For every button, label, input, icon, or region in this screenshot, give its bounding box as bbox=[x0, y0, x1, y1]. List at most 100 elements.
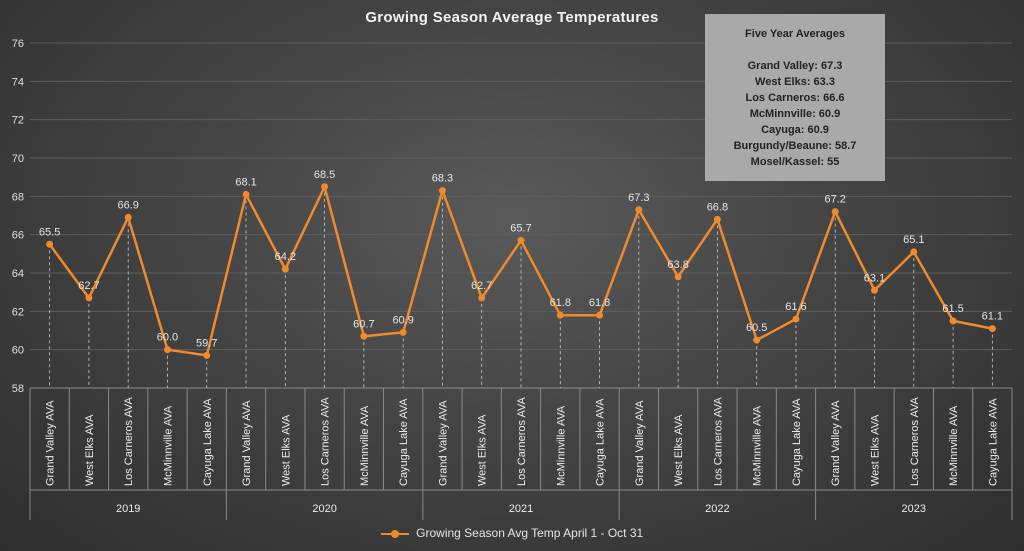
category-label: Grand Valley AVA bbox=[241, 400, 253, 486]
data-label: 61.1 bbox=[982, 311, 1003, 323]
data-point bbox=[988, 325, 996, 333]
data-label: 68.5 bbox=[314, 169, 335, 181]
data-label: 60.9 bbox=[392, 314, 413, 326]
average-line: Los Carneros: 66.6 bbox=[745, 92, 845, 104]
data-point bbox=[910, 248, 918, 256]
data-label: 67.3 bbox=[628, 192, 649, 204]
data-point bbox=[85, 294, 93, 302]
data-point bbox=[321, 183, 329, 191]
data-label: 61.6 bbox=[785, 301, 806, 313]
category-label: McMinnville AVA bbox=[752, 405, 764, 486]
data-label: 62.7 bbox=[471, 280, 492, 292]
category-label: McMinnville AVA bbox=[359, 405, 371, 486]
data-label: 66.9 bbox=[117, 199, 138, 211]
year-label: 2023 bbox=[902, 503, 926, 515]
y-tick-label: 60 bbox=[12, 345, 24, 357]
chart-title: Growing Season Average Temperatures bbox=[365, 9, 659, 26]
legend-label: Growing Season Avg Temp April 1 - Oct 31 bbox=[416, 526, 644, 540]
y-tick-label: 74 bbox=[12, 76, 24, 88]
category-label: Cayuga Lake AVA bbox=[202, 398, 214, 486]
category-label: Grand Valley AVA bbox=[634, 400, 646, 486]
data-label: 61.5 bbox=[942, 303, 963, 315]
year-label: 2020 bbox=[312, 503, 336, 515]
category-label: Cayuga Lake AVA bbox=[987, 398, 999, 486]
data-point bbox=[949, 317, 957, 325]
category-label: Grand Valley AVA bbox=[830, 400, 842, 486]
category-label: West Elks AVA bbox=[673, 414, 685, 486]
data-point bbox=[46, 240, 54, 248]
average-line: Mosel/Kassel: 55 bbox=[750, 156, 840, 168]
data-label: 65.7 bbox=[510, 222, 531, 234]
data-label: 65.5 bbox=[39, 226, 60, 238]
data-point bbox=[124, 213, 132, 221]
average-line: West Elks: 63.3 bbox=[755, 76, 835, 88]
y-tick-label: 58 bbox=[12, 383, 24, 395]
data-label: 65.1 bbox=[903, 234, 924, 246]
category-label: Cayuga Lake AVA bbox=[398, 398, 410, 486]
y-tick-label: 70 bbox=[12, 153, 24, 165]
data-point bbox=[831, 208, 839, 216]
data-point bbox=[792, 315, 800, 323]
data-label: 60.0 bbox=[157, 332, 178, 344]
chart-legend: Growing Season Avg Temp April 1 - Oct 31 bbox=[0, 526, 1024, 540]
data-point bbox=[556, 311, 564, 319]
data-point bbox=[438, 187, 446, 195]
five-year-averages-box: Five Year Averages Grand Valley: 67.3 We… bbox=[705, 14, 885, 181]
data-point bbox=[635, 206, 643, 214]
category-label: Los Carneros AVA bbox=[320, 396, 332, 486]
category-label: Los Carneros AVA bbox=[123, 396, 135, 486]
data-point bbox=[163, 346, 171, 354]
data-label: 62.7 bbox=[78, 280, 99, 292]
data-label: 61.8 bbox=[550, 297, 571, 309]
category-label: Grand Valley AVA bbox=[437, 400, 449, 486]
y-tick-label: 76 bbox=[12, 38, 24, 50]
data-label: 63.1 bbox=[864, 272, 885, 284]
data-point bbox=[713, 215, 721, 223]
average-line: Burgundy/Beaune: 58.7 bbox=[733, 140, 857, 152]
category-label: Los Carneros AVA bbox=[712, 396, 724, 486]
data-point bbox=[517, 236, 525, 244]
data-label: 60.5 bbox=[746, 322, 767, 334]
average-line: Grand Valley: 67.3 bbox=[747, 60, 843, 72]
data-point bbox=[871, 286, 879, 294]
data-point bbox=[360, 332, 368, 340]
year-label: 2021 bbox=[509, 503, 533, 515]
average-line: McMinnville: 60.9 bbox=[749, 108, 841, 120]
y-tick-label: 66 bbox=[12, 230, 24, 242]
data-point bbox=[478, 294, 486, 302]
data-point bbox=[674, 273, 682, 281]
data-label: 66.8 bbox=[707, 201, 728, 213]
data-point bbox=[281, 265, 289, 273]
year-label: 2019 bbox=[116, 503, 140, 515]
category-label: Cayuga Lake AVA bbox=[595, 398, 607, 486]
data-label: 68.3 bbox=[432, 173, 453, 185]
y-tick-label: 72 bbox=[12, 115, 24, 127]
data-point bbox=[596, 311, 604, 319]
five-year-averages-title: Five Year Averages bbox=[745, 28, 845, 40]
category-label: West Elks AVA bbox=[84, 414, 96, 486]
data-label: 59.7 bbox=[196, 337, 217, 349]
category-label: West Elks AVA bbox=[280, 414, 292, 486]
data-point bbox=[203, 351, 211, 359]
y-tick-label: 64 bbox=[12, 268, 24, 280]
average-line: Cayuga: 60.9 bbox=[761, 124, 829, 136]
data-label: 61.8 bbox=[589, 297, 610, 309]
data-label: 63.8 bbox=[667, 259, 688, 271]
category-label: West Elks AVA bbox=[477, 414, 489, 486]
y-tick-label: 62 bbox=[12, 306, 24, 318]
data-label: 60.7 bbox=[353, 318, 374, 330]
category-label: McMinnville AVA bbox=[162, 405, 174, 486]
category-label: West Elks AVA bbox=[870, 414, 882, 486]
y-tick-label: 68 bbox=[12, 191, 24, 203]
data-point bbox=[242, 190, 250, 198]
category-label: Cayuga Lake AVA bbox=[791, 398, 803, 486]
data-label: 68.1 bbox=[235, 176, 256, 188]
category-label: McMinnville AVA bbox=[555, 405, 567, 486]
data-point bbox=[399, 328, 407, 336]
category-label: Los Carneros AVA bbox=[909, 396, 921, 486]
category-label: McMinnville AVA bbox=[948, 405, 960, 486]
year-label: 2022 bbox=[705, 503, 729, 515]
category-label: Grand Valley AVA bbox=[45, 400, 57, 486]
data-label: 67.2 bbox=[825, 194, 846, 206]
